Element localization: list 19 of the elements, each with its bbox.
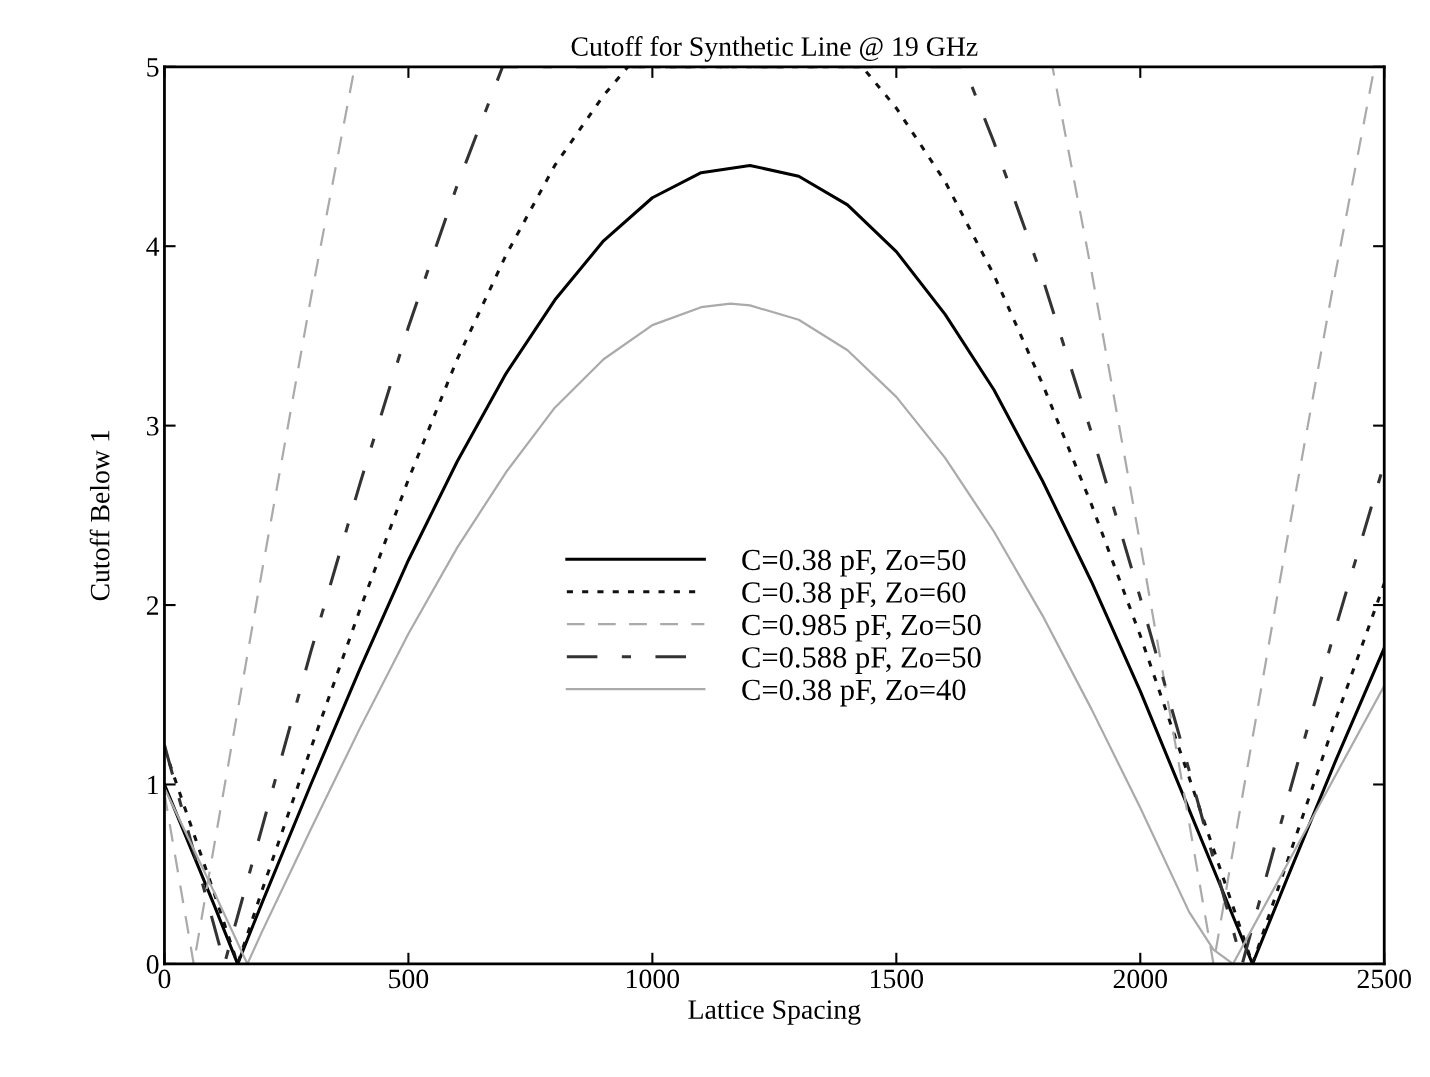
legend-label: C=0.38 pF, Zo=50	[742, 549, 966, 577]
y-tick-label: 4	[146, 237, 160, 256]
legend-label: C=0.588 pF, Zo=50	[742, 647, 981, 674]
x-axis-title: Lattice Spacing	[688, 1000, 861, 1025]
x-tick-label: 1000	[627, 969, 680, 989]
y-tick-label: 5	[147, 58, 159, 77]
x-tick-label: 2500	[1357, 969, 1411, 989]
x-tick-label: 2000	[1113, 969, 1167, 989]
y-tick-label: 3	[147, 416, 159, 436]
chart-title: Cutoff for Synthetic Line @ 19 GHz	[571, 36, 978, 62]
x-tick-label: 500	[389, 969, 429, 989]
y-tick-label: 0	[146, 955, 159, 974]
x-tick-label: 1500	[870, 969, 924, 989]
y-tick-label: 2	[146, 596, 159, 615]
y-axis-title: Cutoff Below 1	[89, 430, 110, 601]
legend-label: C=0.38 pF, Zo=40	[742, 679, 966, 707]
legend-label: C=0.985 pF, Zo=50	[742, 614, 981, 642]
y-tick-label: 1	[148, 775, 158, 795]
legend-label: C=0.38 pF, Zo=60	[742, 582, 966, 609]
